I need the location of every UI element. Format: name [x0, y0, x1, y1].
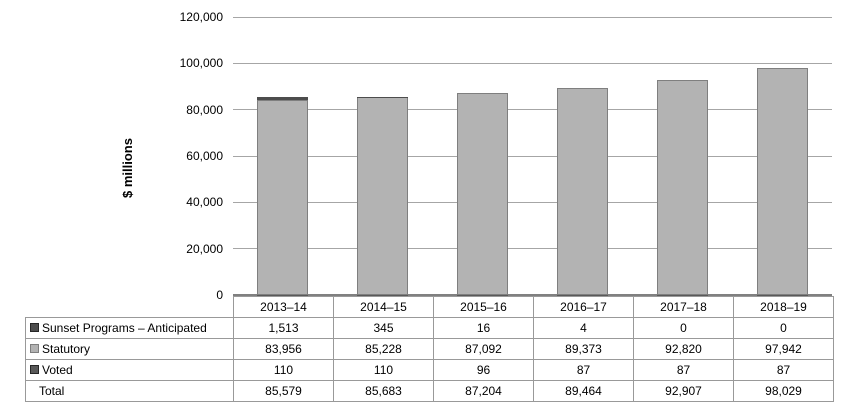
column-header-2018-19: 2018–19 [733, 296, 834, 318]
value-cell: 87 [733, 359, 834, 381]
total-value-cell: 85,579 [233, 380, 334, 402]
column-header-2017-18: 2017–18 [633, 296, 734, 318]
series-name: Sunset Programs – Anticipated [42, 321, 207, 335]
value-cell: 89,373 [533, 338, 634, 360]
bar-segment-statutory [756, 67, 808, 295]
y-axis-tick-label: 40,000 [186, 195, 223, 210]
gridline [233, 155, 832, 157]
table-corner-blank [26, 297, 234, 318]
y-axis-tick-label: 80,000 [186, 102, 223, 117]
value-cell: 87,092 [433, 338, 534, 360]
gridline [233, 248, 832, 250]
column-header-2013-14: 2013–14 [233, 296, 334, 318]
column-header-2014-15: 2014–15 [333, 296, 434, 318]
value-cell: 97,942 [733, 338, 834, 360]
y-axis-tick-label: 120,000 [179, 10, 223, 24]
table-row-voted: Voted 110 110 96 87 87 87 [25, 359, 834, 381]
legend-key-icon-statutory [30, 344, 39, 354]
table-row-total: Total 85,579 85,683 87,204 89,464 92,907 98,02… [25, 380, 834, 402]
table-row-sunset-programs-anticipated: Sunset Programs – Anticipated 1,513 345 16 4… [25, 317, 834, 339]
table-row-statutory: Statutory 83,956 85,228 87,092 89,373 92,820 9… [25, 338, 834, 360]
bar-segment-statutory [656, 79, 708, 295]
total-value-cell: 98,029 [733, 380, 834, 402]
series-name: Voted [42, 363, 73, 377]
y-axis-tick-label: 100,000 [179, 56, 223, 71]
value-cell: 0 [633, 317, 734, 339]
value-cell: 96 [433, 359, 534, 381]
value-cell: 16 [433, 317, 534, 339]
y-axis-tick-label: 60,000 [186, 149, 223, 163]
y-axis-tick-label: 20,000 [186, 241, 223, 256]
row-header-total: Total [25, 380, 234, 402]
y-axis-title: $ millions [120, 138, 135, 198]
value-cell: 87 [633, 359, 734, 381]
bar-segment-sunset-programs-anticipated [357, 96, 409, 98]
bar-segment-statutory [257, 100, 309, 295]
row-header-voted: Voted [25, 359, 234, 381]
value-cell: 0 [733, 317, 834, 339]
total-value-cell: 92,907 [633, 380, 734, 402]
bar-segment-sunset-programs-anticipated [257, 96, 309, 101]
total-value-cell: 87,204 [433, 380, 534, 402]
gridline [233, 201, 832, 203]
row-header-sunset-programs-anticipated: Sunset Programs – Anticipated [25, 317, 234, 339]
value-cell: 87 [533, 359, 634, 381]
gridline [233, 62, 832, 64]
row-header-statutory: Statutory [25, 338, 234, 360]
gridline [233, 16, 832, 18]
y-axis-tick-label: 0 [216, 288, 223, 302]
total-value-cell: 85,683 [333, 380, 434, 402]
series-name: Statutory [42, 342, 91, 356]
total-value-cell: 89,464 [533, 380, 634, 402]
bar-segment-statutory [556, 87, 608, 295]
column-header-2015-16: 2015–16 [433, 296, 534, 318]
x-axis-line [233, 294, 832, 296]
legend-key-icon-sunset-programs-anticipated [30, 323, 39, 333]
bar-segment-statutory [457, 93, 509, 295]
value-cell: 110 [233, 359, 334, 381]
value-cell: 85,228 [333, 338, 434, 360]
table-header-row: 2013–14 2014–15 2015–16 2016–17 2017–18 2018–… [26, 296, 834, 318]
value-cell: 92,820 [633, 338, 734, 360]
column-header-2016-17: 2016–17 [533, 296, 634, 318]
value-cell: 345 [333, 317, 434, 339]
value-cell: 4 [533, 317, 634, 339]
legend-key-icon-voted [30, 365, 39, 375]
value-cell: 1,513 [233, 317, 334, 339]
chart-data-table: 2013–14 2014–15 2015–16 2016–17 2017–18 2018–… [25, 296, 834, 402]
value-cell: 83,956 [233, 338, 334, 360]
bar-segment-statutory [357, 97, 409, 295]
gridline [233, 109, 832, 111]
value-cell: 110 [333, 359, 434, 381]
